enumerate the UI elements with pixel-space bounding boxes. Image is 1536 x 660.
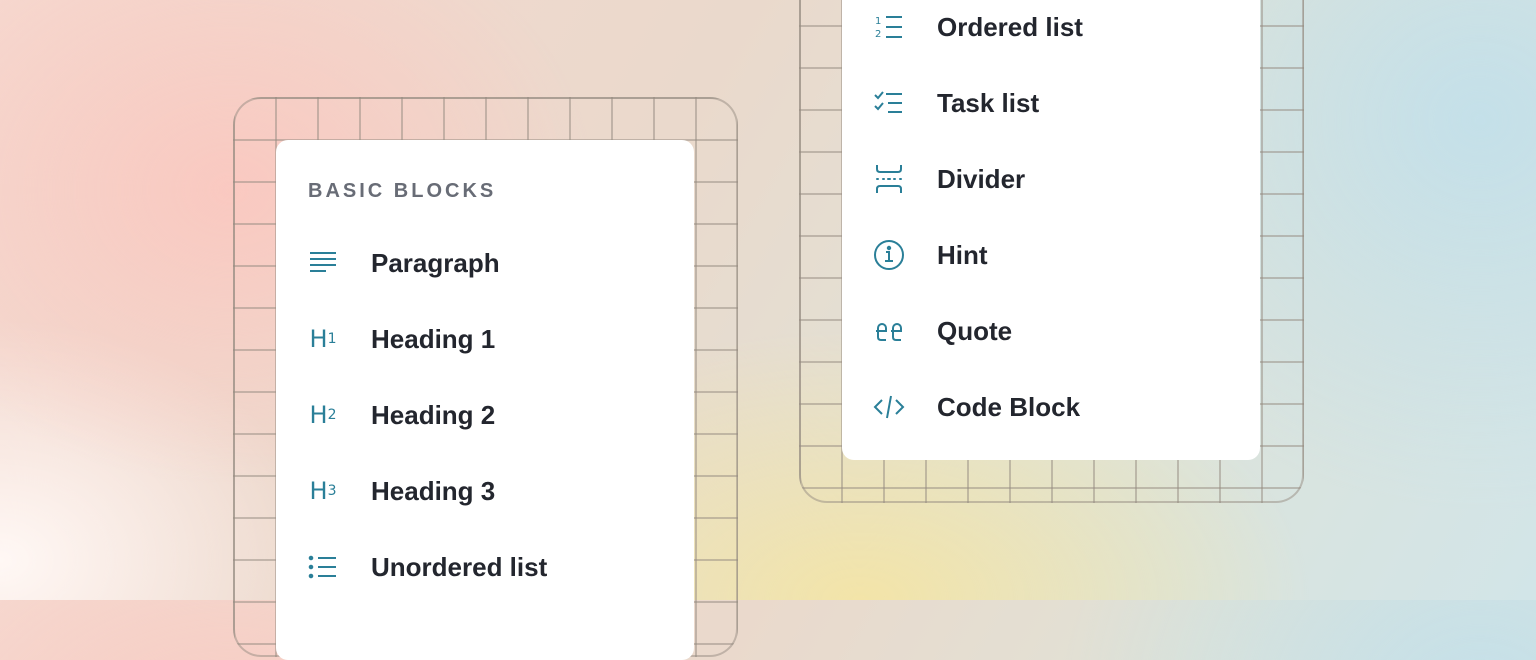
menu-item-label: Heading 1: [371, 323, 496, 354]
menu-item-label: Divider: [937, 163, 1026, 194]
unordered-list-icon: [306, 550, 340, 584]
task-list-icon: [872, 86, 906, 120]
menu-item-label: Unordered list: [371, 551, 548, 582]
menu-item-label: Task list: [937, 87, 1040, 118]
code-icon: [872, 390, 906, 424]
menu-item-label: Heading 3: [371, 475, 496, 506]
menu-item-label: Ordered list: [937, 11, 1083, 42]
menu-item-label: Heading 2: [371, 399, 496, 430]
quote-icon: [872, 314, 906, 348]
paragraph-icon: [306, 246, 340, 280]
menu-item-code-block[interactable]: Code Block: [842, 382, 1260, 432]
menu-item-paragraph[interactable]: Paragraph: [276, 238, 694, 288]
menu-item-label: Hint: [937, 239, 988, 270]
menu-item-task-list[interactable]: Task list: [842, 78, 1260, 128]
info-icon: [872, 238, 906, 272]
menu-item-label: Paragraph: [371, 247, 500, 278]
menu-item-label: Quote: [937, 315, 1013, 346]
menu-item-divider[interactable]: Divider: [842, 154, 1260, 204]
menu-item-label: Code Block: [937, 391, 1081, 422]
svg-text:1: 1: [875, 16, 881, 27]
svg-text:2: 2: [875, 29, 881, 40]
section-title: BASIC BLOCKS: [308, 180, 497, 202]
menu-item-unordered-list[interactable]: Unordered list: [276, 542, 694, 592]
menu-item-quote[interactable]: Quote: [842, 306, 1260, 356]
divider-icon: [872, 162, 906, 196]
menu-item-hint[interactable]: Hint: [842, 230, 1260, 280]
